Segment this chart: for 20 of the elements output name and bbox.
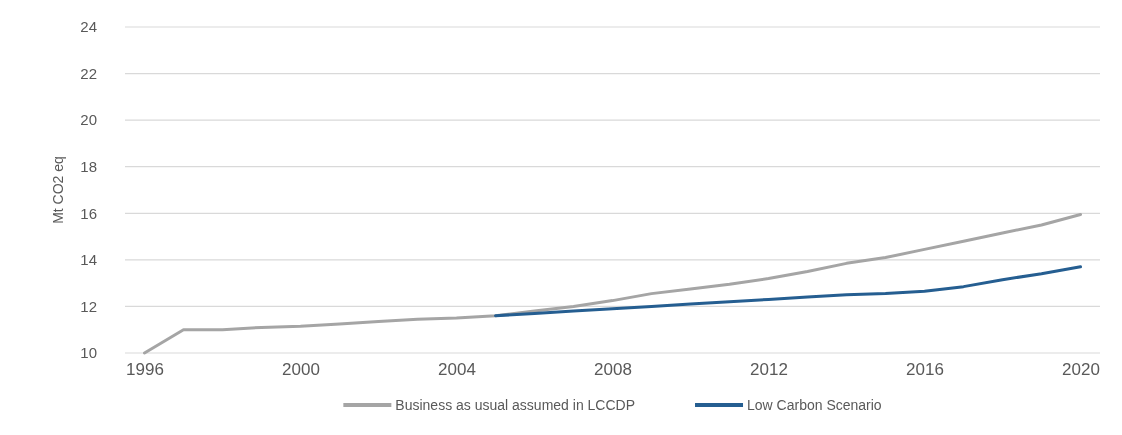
y-tick-label: 24 bbox=[80, 18, 97, 36]
x-tick-label: 2020 bbox=[1062, 360, 1100, 380]
x-tick-label: 2016 bbox=[906, 360, 944, 380]
x-tick-label: 2012 bbox=[750, 360, 788, 380]
y-tick-label: 20 bbox=[80, 111, 97, 129]
legend-label: Business as usual assumed in LCCDP bbox=[395, 397, 636, 413]
x-tick-label: 2008 bbox=[594, 360, 632, 380]
line-series bbox=[143, 212, 1082, 355]
x-tick-label: 1996 bbox=[126, 360, 164, 380]
y-tick-label: 14 bbox=[80, 251, 97, 269]
y-tick-label: 22 bbox=[80, 64, 97, 82]
x-tick-label: 2004 bbox=[438, 360, 476, 380]
y-axis-title: Mt CO2 eq bbox=[50, 156, 66, 224]
line-series bbox=[494, 265, 1082, 318]
y-tick-label: 10 bbox=[80, 344, 97, 362]
legend-label: Low Carbon Scenario bbox=[747, 397, 882, 413]
y-tick-label: 18 bbox=[80, 158, 97, 176]
y-tick-label: 16 bbox=[80, 204, 97, 222]
y-tick-label: 12 bbox=[80, 297, 97, 315]
x-tick-label: 2000 bbox=[282, 360, 320, 380]
